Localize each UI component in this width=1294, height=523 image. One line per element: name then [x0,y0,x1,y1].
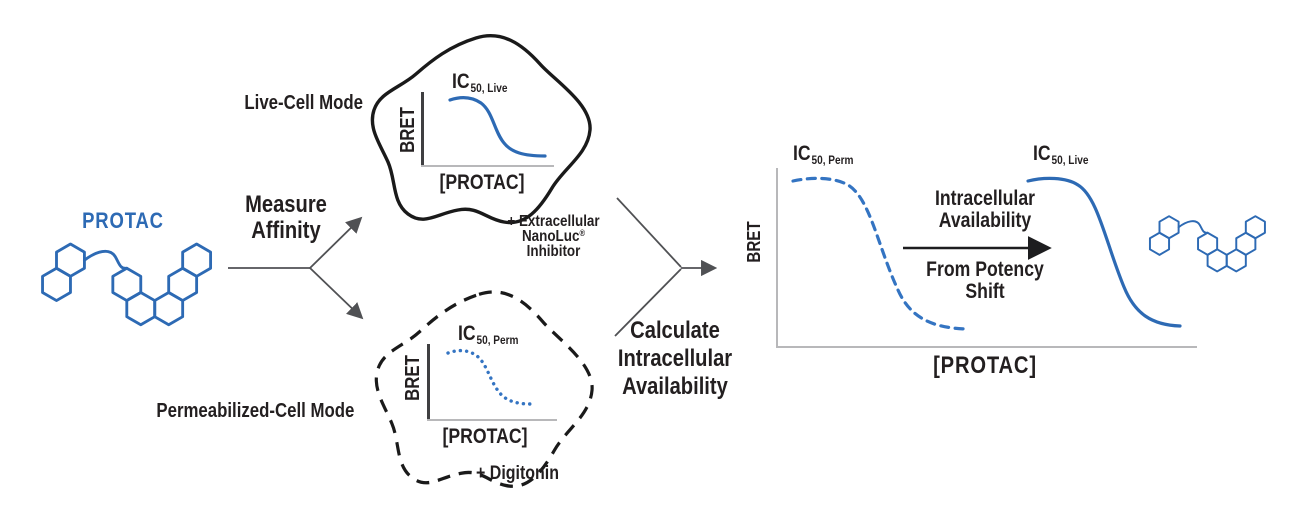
result-ic50-perm-label: IC50, Perm [793,142,854,167]
registered-trademark-symbol: ® [579,227,586,238]
result-chart-xaxis [776,346,1197,348]
live-cell-mode-label: Live-Cell Mode [244,92,363,114]
result-perm-curve [791,176,969,331]
calculate-line2: Intracellular [617,345,733,372]
live-cell-note-line3: Inhibitor [526,243,581,260]
live-cell-outline [370,34,592,225]
result-ic50-perm-prefix: IC [793,142,811,165]
perm-chart-xaxis [427,419,557,421]
perm-ic50-label: IC50, Perm [458,322,519,347]
live-ic50-subscript: 50, Live [470,81,508,95]
live-chart-yaxis [421,92,424,167]
live-cell-note-line1: + Extracellular [507,213,600,230]
result-chart-ylabel: BRET [744,221,764,263]
measure-affinity-line2: Affinity [251,217,321,244]
measure-affinity-label: Measure Affinity [244,192,328,244]
protac-molecule [41,242,213,327]
arrow-to-perm-cell [309,267,364,320]
result-ic50-perm-subscript: 50, Perm [811,153,854,167]
potency-shift-bottom-line1: From Potency [926,258,1044,281]
live-chart-curve [448,96,547,158]
potency-shift-bottom-label: From Potency Shift [918,259,1052,303]
perm-ic50-prefix: IC [458,322,476,345]
perm-chart-yaxis [427,344,430,421]
result-ic50-live-label: IC50, Live [1033,142,1089,167]
available-protac-molecule [1148,215,1266,273]
live-chart-ylabel: BRET [397,107,419,153]
calculate-line1: Calculate [630,317,720,344]
live-chart-xlabel: [PROTAC] [439,171,525,194]
potency-shift-top-line2: Availability [938,209,1032,232]
live-chart-xaxis [421,165,554,167]
potency-shift-top-label: Intracellular Availability [918,188,1052,232]
result-ic50-live-prefix: IC [1033,142,1051,165]
perm-cell-mode-label: Permeabilized-Cell Mode [156,400,355,422]
arrow-to-live-cell [309,216,363,269]
perm-ic50-subscript: 50, Perm [476,333,519,347]
live-cell-note-line2: NanoLuc® [521,227,586,245]
live-ic50-label: IC50, Live [452,70,508,95]
converge-line-from-perm [614,268,682,337]
calculate-label: Calculate Intracellular Availability [608,317,742,401]
result-chart-xlabel: [PROTAC] [933,352,1037,379]
result-ic50-live-subscript: 50, Live [1051,153,1089,167]
live-cell-note: + Extracellular NanoLuc® Inhibitor [505,213,602,260]
potency-shift-bottom-line2: Shift [965,280,1005,303]
result-chart-yaxis [776,168,778,348]
result-live-curve [1026,176,1182,328]
perm-chart-xlabel: [PROTAC] [442,425,528,448]
protac-title: PROTAC [82,208,164,233]
live-ic50-prefix: IC [452,70,470,93]
converge-line-from-live [616,197,682,268]
perm-chart-ylabel: BRET [402,355,424,401]
potency-shift-top-line1: Intracellular [934,187,1036,210]
measure-affinity-line1: Measure [245,191,327,218]
digitonin-note: + Digitonin [476,463,559,484]
perm-cell-outline [374,290,594,488]
perm-chart-curve [446,348,532,406]
calculate-line3: Availability [622,373,728,400]
